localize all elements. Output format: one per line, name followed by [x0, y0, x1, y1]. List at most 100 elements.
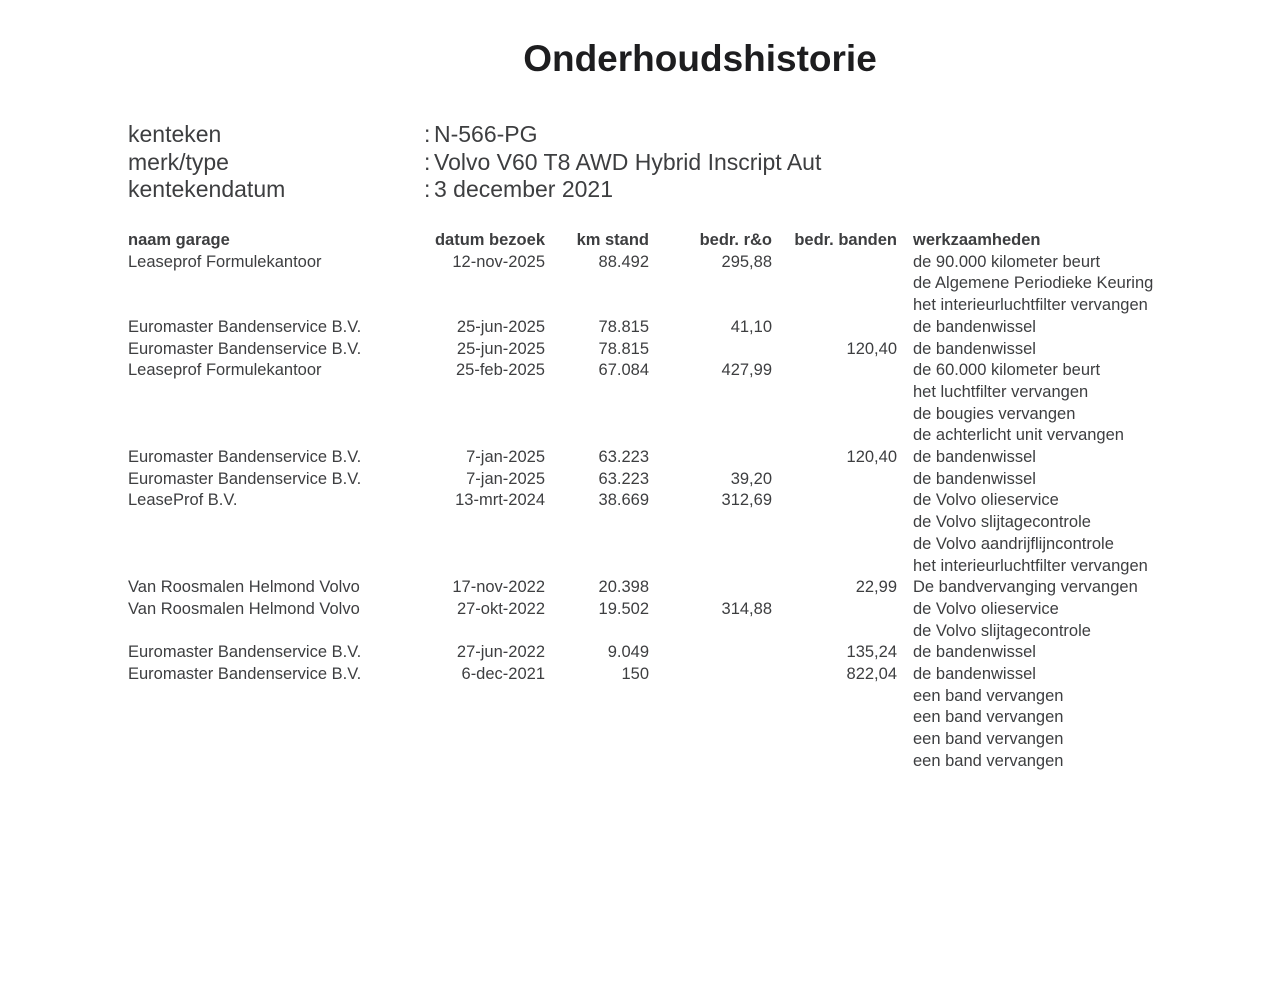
cell-km-stand: 78.815	[598, 317, 649, 336]
cell-datum-bezoek: 7-jan-2025	[466, 448, 545, 467]
werkzaamheid-line: het interieurluchtfilter vervangen	[913, 296, 1148, 315]
cell-bedr-banden	[772, 490, 897, 577]
cell-datum-bezoek: 25-feb-2025	[456, 361, 545, 380]
cell-km-stand: 63.223	[598, 469, 649, 488]
vehicle-info-row-kentekendatum: kentekendatum : 3 december 2021	[128, 176, 821, 204]
cell-naam-garage: Van Roosmalen Helmond Volvo	[128, 578, 360, 597]
cell-bedr-ro	[649, 577, 772, 599]
cell-km-stand: 67.084	[598, 361, 649, 380]
vehicle-info: kenteken : N-566-PG merk/type : Volvo V6…	[128, 121, 821, 204]
cell-bedr-banden	[772, 599, 897, 642]
cell-bedr-ro: 41,10	[730, 317, 772, 336]
cell-bedr-banden: 120,40	[846, 448, 897, 467]
info-value: N-566-PG	[434, 121, 538, 147]
cell-werkzaamheden: De bandvervanging vervangen	[897, 577, 1197, 599]
cell-datum-bezoek: 27-okt-2022	[456, 599, 545, 618]
cell-werkzaamheden: de 60.000 kilometer beurt het luchtfilter…	[897, 360, 1197, 447]
cell-naam-garage: Euromaster Bandenservice B.V.	[128, 469, 362, 488]
cell-bedr-banden: 120,40	[846, 339, 897, 358]
cell-naam-garage: Van Roosmalen Helmond Volvo	[128, 599, 360, 618]
cell-bedr-ro: 312,69	[721, 491, 772, 510]
cell-km-stand: 63.223	[598, 448, 649, 467]
werkzaamheid-line: de bandenwissel	[913, 317, 1036, 336]
cell-bedr-banden	[772, 317, 897, 339]
table-row: Leaseprof Formulekantoor 12-nov-2025 88.49…	[128, 252, 1197, 317]
cell-km-stand: 150	[621, 665, 649, 684]
werkzaamheid-line: een band vervangen	[913, 686, 1064, 705]
table-row: Euromaster Bandenservice B.V. 25-jun-2025…	[128, 317, 1197, 339]
werkzaamheid-line: de Volvo olieservice	[913, 491, 1059, 510]
cell-bedr-ro	[649, 339, 772, 361]
werkzaamheid-line: de 90.000 kilometer beurt	[913, 252, 1101, 271]
cell-bedr-ro	[649, 447, 772, 469]
cell-werkzaamheden: de bandenwissel	[897, 317, 1197, 339]
cell-datum-bezoek: 13-mrt-2024	[455, 491, 545, 510]
cell-naam-garage: Euromaster Bandenservice B.V.	[128, 665, 362, 684]
werkzaamheid-line: De bandvervanging vervangen	[913, 578, 1138, 597]
info-label: kenteken	[128, 121, 222, 147]
cell-km-stand: 88.492	[598, 252, 649, 271]
werkzaamheid-line: de Volvo aandrijflijncontrole	[913, 534, 1114, 553]
cell-datum-bezoek: 27-jun-2022	[456, 643, 545, 662]
table-row: Euromaster Bandenservice B.V. 7-jan-2025 6…	[128, 469, 1197, 491]
werkzaamheid-line: de Volvo olieservice	[913, 599, 1059, 618]
cell-datum-bezoek: 17-nov-2022	[452, 578, 545, 597]
werkzaamheid-line: de achterlicht unit vervangen	[913, 426, 1124, 445]
cell-km-stand: 9.049	[607, 643, 649, 662]
werkzaamheid-line: de bandenwissel	[913, 339, 1036, 358]
cell-datum-bezoek: 6-dec-2021	[461, 665, 545, 684]
cell-naam-garage: Leaseprof Formulekantoor	[128, 252, 322, 271]
werkzaamheid-line: de bandenwissel	[913, 643, 1036, 662]
cell-werkzaamheden: de bandenwissel	[897, 642, 1197, 664]
cell-km-stand: 19.502	[598, 599, 649, 618]
cell-bedr-ro: 427,99	[721, 361, 772, 380]
column-header-datum-bezoek: datum bezoek	[434, 231, 545, 249]
column-header-bedr-ro: bedr. r&o	[699, 231, 772, 249]
table-header-row: naam garage datum bezoek km stand bedr. …	[128, 230, 1197, 252]
cell-naam-garage: Euromaster Bandenservice B.V.	[128, 448, 362, 467]
table-row: LeaseProf B.V. 13-mrt-2024 38.669 312,69 de …	[128, 490, 1197, 577]
table-row: Euromaster Bandenservice B.V. 7-jan-2025 6…	[128, 447, 1197, 469]
werkzaamheid-line: de Algemene Periodieke Keuring	[913, 274, 1154, 293]
werkzaamheid-line: een band vervangen	[913, 730, 1064, 749]
info-label: merk/type	[128, 148, 229, 175]
werkzaamheid-line: de bandenwissel	[913, 448, 1036, 467]
cell-werkzaamheden: de bandenwissel	[897, 447, 1197, 469]
werkzaamheid-line: de bandenwissel	[913, 469, 1036, 488]
service-history-table: naam garage datum bezoek km stand bedr. …	[128, 230, 1197, 773]
column-header-werkzaamheden: werkzaamheden	[913, 231, 1041, 249]
werkzaamheid-line: het luchtfilter vervangen	[913, 382, 1089, 401]
table-row: Euromaster Bandenservice B.V. 27-jun-2022…	[128, 642, 1197, 664]
cell-bedr-ro: 295,88	[721, 252, 772, 271]
table-row: Van Roosmalen Helmond Volvo 27-okt-2022 19…	[128, 599, 1197, 642]
info-value: 3 december 2021	[434, 176, 614, 203]
cell-datum-bezoek: 7-jan-2025	[466, 469, 545, 488]
cell-naam-garage: Euromaster Bandenservice B.V.	[128, 317, 362, 336]
cell-naam-garage: Leaseprof Formulekantoor	[128, 361, 322, 380]
werkzaamheid-line: de bougies vervangen	[913, 404, 1076, 423]
werkzaamheid-line: een band vervangen	[913, 708, 1064, 727]
cell-datum-bezoek: 25-jun-2025	[456, 317, 545, 336]
werkzaamheid-line: de bandenwissel	[913, 665, 1036, 684]
info-value: Volvo V60 T8 AWD Hybrid Inscript Aut	[434, 148, 822, 175]
cell-bedr-ro	[649, 642, 772, 664]
werkzaamheid-line: de Volvo slijtagecontrole	[913, 621, 1091, 640]
cell-werkzaamheden: de Volvo olieservice de Volvo slijtagecon…	[897, 599, 1197, 642]
info-label: kentekendatum	[128, 176, 286, 203]
info-separator: :	[424, 121, 431, 147]
cell-naam-garage: Euromaster Bandenservice B.V.	[128, 643, 362, 662]
table-row: Euromaster Bandenservice B.V. 25-jun-2025…	[128, 339, 1197, 361]
table-row: Euromaster Bandenservice B.V. 6-dec-2021 1…	[128, 664, 1197, 773]
cell-bedr-banden	[772, 360, 897, 447]
column-header-km-stand: km stand	[576, 231, 649, 249]
cell-bedr-banden: 822,04	[846, 665, 897, 684]
werkzaamheid-line: een band vervangen	[913, 751, 1064, 770]
cell-naam-garage: Euromaster Bandenservice B.V.	[128, 339, 362, 358]
cell-datum-bezoek: 25-jun-2025	[456, 339, 545, 358]
cell-werkzaamheden: de 90.000 kilometer beurt de Algemene Per…	[897, 252, 1197, 317]
cell-km-stand: 20.398	[598, 578, 649, 597]
cell-bedr-banden	[772, 469, 897, 491]
cell-werkzaamheden: de Volvo olieservice de Volvo slijtagecon…	[897, 490, 1197, 577]
werkzaamheid-line: het interieurluchtfilter vervangen	[913, 556, 1148, 575]
